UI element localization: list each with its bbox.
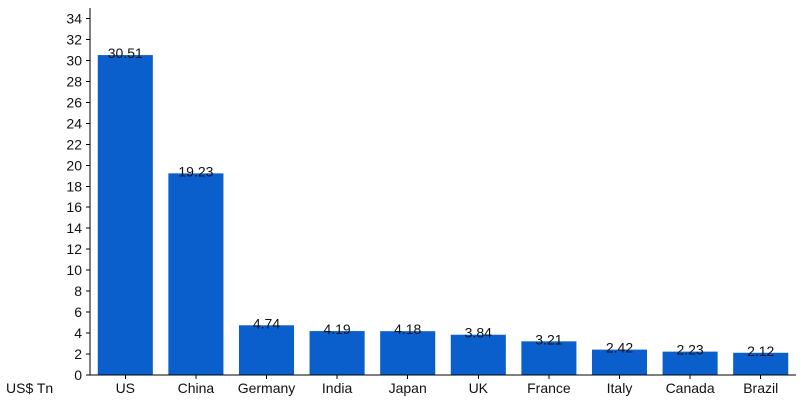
y-tick-label: 28 (66, 73, 82, 89)
x-axis: US China Germany India Japan UK France Italy Can… (90, 374, 796, 396)
data-label-india: 4.19 (323, 321, 350, 337)
y-tick-label: 4 (74, 325, 82, 341)
y-tick-label: 12 (66, 241, 82, 257)
x-tick-label-china: China (178, 380, 215, 396)
bar-france (521, 341, 577, 375)
y-axis-unit-label: US$ Tn (6, 380, 53, 396)
y-tick-label: 30 (66, 52, 82, 68)
bar-china (168, 173, 224, 375)
bar-italy (591, 349, 648, 375)
y-tick-label: 8 (74, 283, 82, 299)
x-tick-label-india: India (322, 380, 353, 396)
x-tick-label-japan: Japan (389, 380, 427, 396)
y-tick-label: 0 (74, 367, 82, 383)
data-label-china: 19.23 (178, 163, 213, 179)
bar-germany (238, 325, 295, 375)
y-tick-label: 16 (66, 199, 82, 215)
bar-japan (380, 331, 436, 375)
bar-brazil (733, 352, 789, 375)
data-label-brazil: 2.12 (747, 343, 774, 359)
x-tick-label-uk: UK (469, 380, 489, 396)
bar-india (309, 331, 365, 375)
x-tick-label-us: US (116, 380, 135, 396)
y-tick-label: 14 (66, 220, 82, 236)
data-label-italy: 2.42 (606, 340, 633, 356)
y-tick-label: 20 (66, 157, 82, 173)
y-tick-label: 18 (66, 178, 82, 194)
x-tick-label-france: France (527, 380, 571, 396)
bars: 30.51 19.23 4.74 4.19 4.18 3.84 3.21 2.42 2.23 2.… (97, 45, 789, 375)
y-tick-label: 6 (74, 304, 82, 320)
data-label-canada: 2.23 (676, 342, 703, 358)
bar-uk (450, 334, 506, 375)
bar-canada (662, 351, 718, 375)
y-tick-label: 34 (66, 10, 82, 26)
bar-us (97, 55, 153, 375)
y-tick-label: 22 (66, 136, 82, 152)
data-label-us: 30.51 (108, 45, 143, 61)
data-label-japan: 4.18 (394, 321, 421, 337)
data-label-france: 3.21 (535, 331, 562, 347)
y-tick-label: 10 (66, 262, 82, 278)
x-tick-label-germany: Germany (238, 380, 296, 396)
data-label-uk: 3.84 (465, 325, 492, 341)
y-tick-label: 24 (66, 115, 82, 131)
y-tick-label: 26 (66, 94, 82, 110)
x-tick-label-italy: Italy (607, 380, 633, 396)
y-tick-label: 32 (66, 31, 82, 47)
data-label-germany: 4.74 (253, 315, 280, 331)
x-tick-label-canada: Canada (666, 380, 715, 396)
x-tick-label-brazil: Brazil (743, 380, 778, 396)
y-tick-label: 2 (74, 346, 82, 362)
